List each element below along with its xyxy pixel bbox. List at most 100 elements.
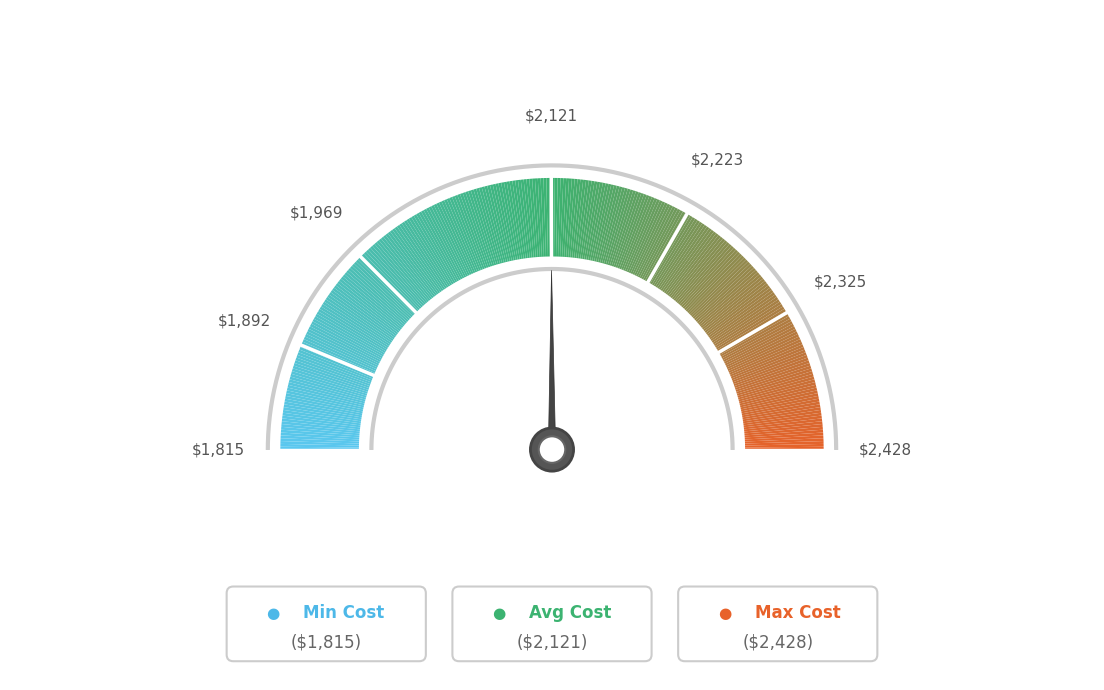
Wedge shape: [726, 365, 822, 397]
Wedge shape: [543, 168, 549, 267]
Wedge shape: [493, 173, 516, 271]
Wedge shape: [273, 406, 372, 423]
Wedge shape: [694, 272, 773, 336]
Text: Min Cost: Min Cost: [302, 604, 384, 622]
Wedge shape: [291, 337, 384, 379]
Wedge shape: [719, 335, 811, 377]
Wedge shape: [689, 263, 765, 331]
Wedge shape: [670, 234, 736, 311]
Wedge shape: [584, 172, 605, 270]
Wedge shape: [628, 193, 672, 284]
Wedge shape: [592, 174, 616, 272]
Wedge shape: [546, 168, 550, 267]
Wedge shape: [686, 257, 760, 326]
Wedge shape: [282, 365, 378, 397]
FancyBboxPatch shape: [453, 586, 651, 661]
Wedge shape: [481, 175, 509, 273]
Wedge shape: [576, 170, 593, 269]
Wedge shape: [474, 178, 503, 274]
Wedge shape: [340, 261, 416, 329]
Wedge shape: [699, 282, 781, 342]
Wedge shape: [728, 371, 824, 400]
Wedge shape: [658, 219, 718, 302]
Wedge shape: [704, 293, 788, 350]
Wedge shape: [278, 380, 375, 406]
Wedge shape: [721, 343, 815, 382]
Wedge shape: [558, 168, 564, 267]
Wedge shape: [733, 408, 831, 425]
Wedge shape: [698, 279, 778, 341]
Wedge shape: [603, 179, 634, 275]
Wedge shape: [290, 340, 384, 381]
Wedge shape: [344, 257, 418, 326]
Wedge shape: [435, 192, 478, 284]
Wedge shape: [688, 261, 764, 329]
Wedge shape: [581, 171, 599, 270]
Wedge shape: [734, 426, 834, 436]
Wedge shape: [701, 286, 784, 346]
Wedge shape: [418, 199, 467, 288]
Wedge shape: [361, 240, 429, 315]
Wedge shape: [734, 437, 834, 444]
Polygon shape: [549, 270, 555, 450]
Text: ●: ●: [492, 606, 506, 621]
Wedge shape: [714, 319, 804, 366]
Wedge shape: [724, 354, 818, 390]
Wedge shape: [616, 185, 654, 279]
Wedge shape: [294, 332, 386, 375]
Wedge shape: [479, 176, 507, 273]
Wedge shape: [272, 414, 371, 428]
Wedge shape: [432, 193, 476, 284]
Wedge shape: [733, 414, 832, 428]
Wedge shape: [298, 324, 389, 370]
Wedge shape: [675, 240, 743, 315]
Wedge shape: [520, 169, 533, 268]
FancyBboxPatch shape: [226, 586, 426, 661]
Wedge shape: [734, 441, 835, 446]
Wedge shape: [316, 293, 400, 350]
Wedge shape: [531, 168, 541, 268]
Wedge shape: [511, 170, 528, 269]
Wedge shape: [305, 311, 393, 362]
Wedge shape: [270, 426, 370, 436]
Wedge shape: [278, 377, 375, 404]
Wedge shape: [502, 171, 521, 270]
Wedge shape: [722, 348, 817, 386]
Wedge shape: [716, 327, 807, 372]
Wedge shape: [565, 168, 575, 268]
Wedge shape: [631, 195, 678, 286]
Wedge shape: [454, 184, 490, 279]
Wedge shape: [724, 357, 819, 391]
Wedge shape: [605, 179, 636, 275]
Wedge shape: [664, 226, 728, 306]
Wedge shape: [554, 168, 558, 267]
Wedge shape: [424, 197, 470, 287]
Text: ($2,121): ($2,121): [517, 633, 587, 651]
Wedge shape: [468, 179, 499, 275]
Wedge shape: [459, 182, 493, 277]
Wedge shape: [270, 429, 370, 438]
Wedge shape: [691, 268, 769, 333]
Wedge shape: [403, 208, 457, 295]
Wedge shape: [705, 296, 790, 352]
Wedge shape: [586, 172, 608, 270]
Wedge shape: [312, 298, 397, 353]
Wedge shape: [671, 236, 739, 313]
Wedge shape: [270, 432, 370, 440]
Wedge shape: [283, 362, 379, 395]
Wedge shape: [552, 168, 555, 267]
Wedge shape: [734, 429, 834, 438]
Wedge shape: [731, 397, 830, 417]
Wedge shape: [726, 368, 822, 399]
Wedge shape: [272, 411, 371, 426]
Wedge shape: [606, 180, 639, 276]
Wedge shape: [725, 359, 820, 393]
Wedge shape: [337, 265, 414, 332]
Wedge shape: [285, 357, 380, 391]
Wedge shape: [443, 188, 484, 282]
Wedge shape: [496, 172, 518, 270]
Wedge shape: [357, 244, 427, 318]
Wedge shape: [352, 248, 424, 320]
Wedge shape: [384, 221, 445, 303]
Wedge shape: [300, 319, 390, 366]
